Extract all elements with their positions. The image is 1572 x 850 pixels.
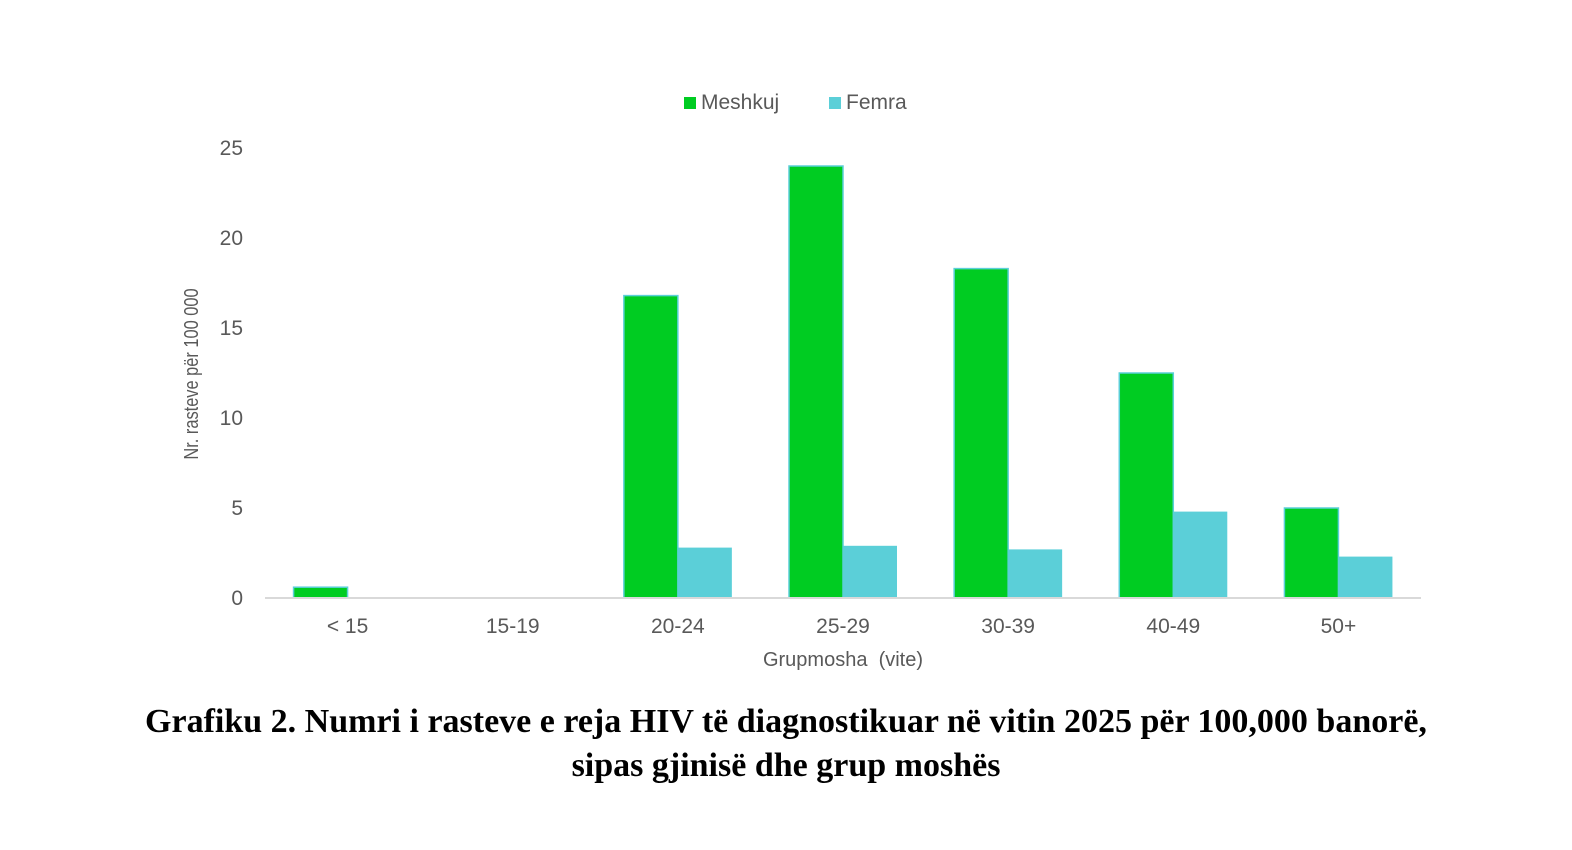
x-tick-label: 30-39 [981,615,1035,638]
legend-label-femra: Femra [846,91,907,114]
bar-meshkuj-5 [1118,372,1175,599]
y-tick-label: 10 [220,407,243,430]
legend-swatch-femra [829,97,841,109]
y-tick-label: 25 [220,137,243,160]
bar-femra-4 [1008,549,1063,598]
y-tick-label: 0 [231,587,243,610]
x-tick-label: 25-29 [816,615,870,638]
bar-meshkuj-6 [1283,507,1340,599]
x-tick-label: 20-24 [651,615,705,638]
caption-line-2: sipas gjinisë dhe grup moshës [571,747,1001,784]
legend-label-meshkuj: Meshkuj [701,91,779,114]
y-axis-ticks: 0 5 10 15 20 25 [220,137,243,610]
bar-meshkuj-4 [953,267,1009,599]
bar-femra-6 [1338,556,1393,598]
x-tick-label: < 15 [327,615,368,638]
bar-meshkuj-0 [292,586,349,599]
x-axis-ticks: < 15 15-19 20-24 25-29 30-39 40-49 50+ [327,615,1356,638]
legend-swatch-meshkuj [684,97,696,109]
y-tick-label: 20 [220,227,243,250]
caption-line-1: Grafiku 2. Numri i rasteve e reja HIV të… [145,703,1427,740]
x-tick-label: 15-19 [486,615,540,638]
legend: Meshkuj Femra [684,91,907,114]
bar-femra-3 [843,545,897,598]
bar-chart: Meshkuj Femra 0 5 10 15 20 25 < 15 15-19 20-24 2… [179,91,1421,671]
y-tick-label: 5 [231,497,243,520]
figure-caption: Grafiku 2. Numri i rasteve e reja HIV të… [0,700,1572,788]
bar-meshkuj-3 [788,165,844,599]
bar-femra-2 [677,547,732,598]
x-tick-label: 50+ [1321,615,1357,638]
x-axis-title: Grupmosha (vite) [763,649,923,671]
y-tick-label: 15 [220,317,243,340]
bar-femra-5 [1173,511,1228,598]
bars [292,165,1393,599]
x-tick-label: 40-49 [1146,615,1200,638]
y-axis-title: Nr. rasteve për 100 000 [179,288,202,459]
bar-meshkuj-2 [623,294,679,599]
